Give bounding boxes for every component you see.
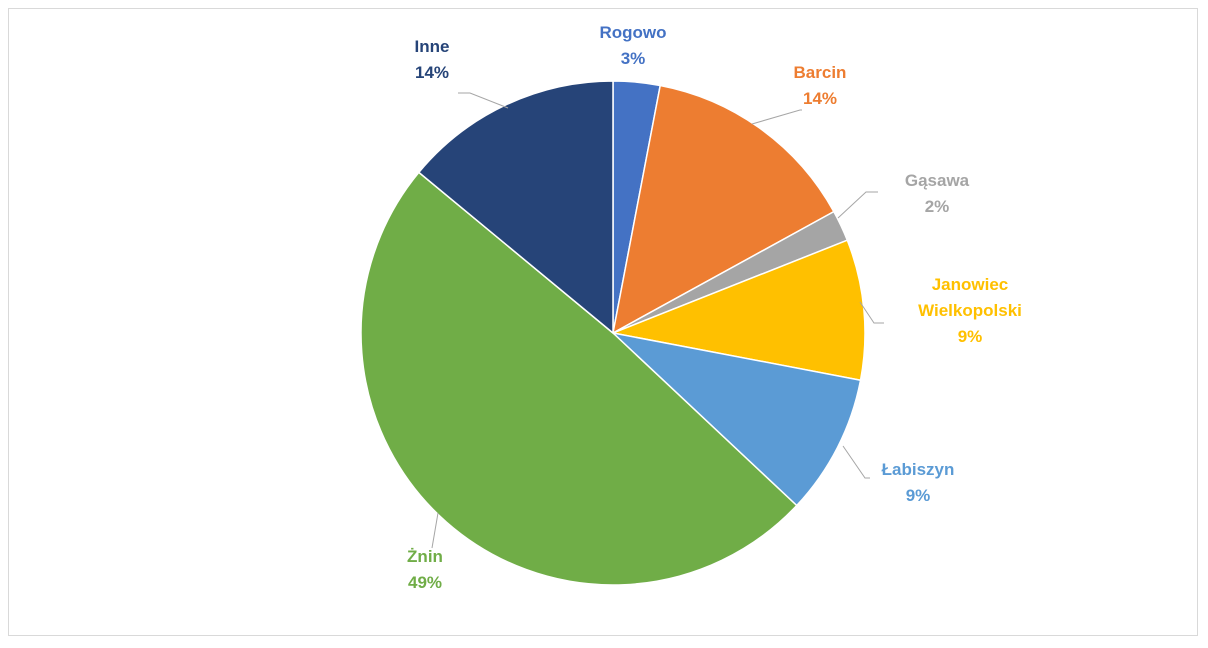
leader-line-barcin bbox=[751, 109, 802, 125]
pie-slice-labiszyn bbox=[610, 331, 862, 507]
leader-line-znin bbox=[431, 512, 439, 549]
data-label-labiszyn: Łabiszyn 9% bbox=[882, 460, 955, 505]
pie-slice-znin bbox=[360, 171, 798, 586]
data-label-znin: Żnin 49% bbox=[407, 547, 443, 592]
data-label-barcin: Barcin 14% bbox=[794, 63, 847, 108]
data-label-rogowo: Rogowo 3% bbox=[599, 23, 666, 68]
leader-line-janowiec-wielkopolski bbox=[859, 301, 884, 324]
data-label-inne: Inne 14% bbox=[415, 37, 450, 82]
data-label-gasawa: Gąsawa 2% bbox=[905, 171, 970, 216]
leader-line-labiszyn bbox=[842, 445, 870, 479]
leader-line-inne bbox=[458, 92, 509, 109]
pie-slice-janowiec-wielkopolski bbox=[610, 239, 866, 382]
data-label-janowiec-wielkopolski: Janowiec Wielkopolski 9% bbox=[918, 275, 1022, 346]
pie-slice-inne bbox=[417, 80, 614, 335]
leader-line-gasawa bbox=[837, 191, 878, 219]
pie-slice-barcin bbox=[611, 84, 835, 335]
